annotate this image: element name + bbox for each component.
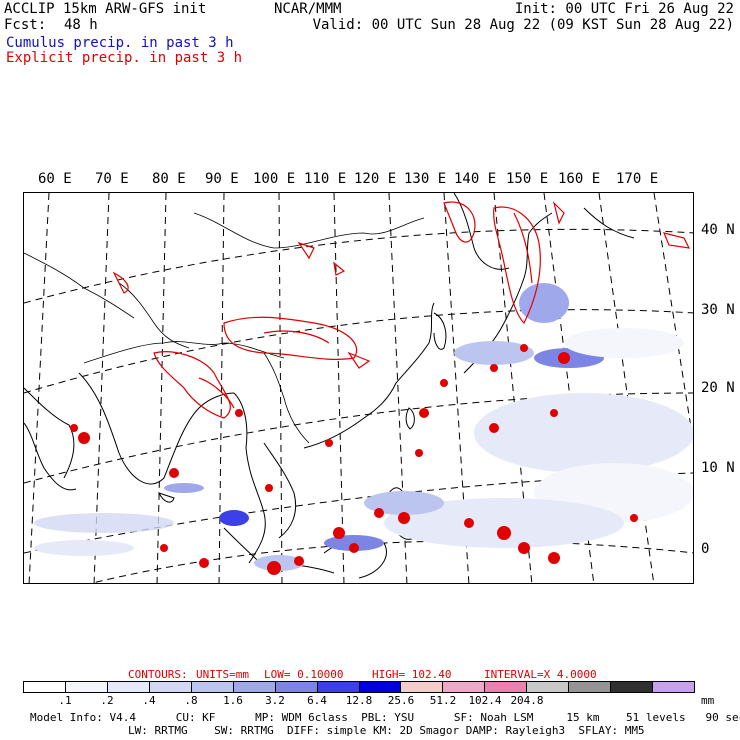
map-canvas [24, 193, 693, 583]
init-time: Init: 00 UTC Fri 26 Aug 22 [514, 1, 734, 17]
longitude-label: 120 E [354, 171, 397, 187]
colorbar-swatch [191, 682, 234, 692]
forecast-hour-value: 48 h [64, 17, 98, 33]
colorbar-unit: mm [701, 694, 715, 707]
colorbar-swatch [611, 682, 654, 692]
longitude-label: 60 E [38, 171, 72, 187]
longitude-label: 100 E [253, 171, 296, 187]
longitude-label: 150 E [506, 171, 549, 187]
legend-explicit-precip: Explicit precip. in past 3 h [6, 50, 243, 66]
contours-units: UNITS=mm [196, 668, 249, 681]
colorbar-swatch [653, 682, 694, 692]
explicit-precip-cells [70, 344, 638, 575]
colorbar-tick-label: 102.4 [468, 694, 502, 707]
contours-low: LOW= 0.10000 [264, 668, 344, 681]
latitude-label: 10 N [701, 460, 735, 476]
model-info-line1: Model Info: V4.4 CU: KF MP: WDM 6class P… [30, 711, 740, 724]
colorbar-swatch [65, 682, 108, 692]
colorbar-tick-label: 3.2 [265, 694, 285, 707]
colorbar-swatch [275, 682, 318, 692]
colorbar-swatch [359, 682, 402, 692]
colorbar-tick-label: .2 [100, 694, 114, 707]
longitude-label: 160 E [558, 171, 601, 187]
longitude-label: 90 E [205, 171, 239, 187]
longitude-label: 110 E [304, 171, 347, 187]
longitude-label: 70 E [95, 171, 129, 187]
precipitation-map [23, 192, 694, 584]
colorbar-tick-label: .4 [142, 694, 156, 707]
colorbar-tick-label: 6.4 [307, 694, 327, 707]
colorbar-swatch [149, 682, 192, 692]
legend-cumulus-precip: Cumulus precip. in past 3 h [6, 35, 234, 51]
colorbar-tick-label: 51.2 [429, 694, 457, 707]
colorbar-swatch [317, 682, 360, 692]
colorbar-tick-label: 25.6 [387, 694, 415, 707]
colorbar-tick-label: .1 [58, 694, 72, 707]
model-info-line2: LW: RRTMG SW: RRTMG DIFF: simple KM: 2D … [128, 724, 645, 737]
colorbar-tick-label: 1.6 [223, 694, 243, 707]
cumulus-precip-areas [34, 283, 693, 571]
longitude-label: 140 E [454, 171, 497, 187]
colorbar-swatch [401, 682, 444, 692]
contours-interval: INTERVAL=X 4.0000 [484, 668, 597, 681]
latitude-label: 30 N [701, 302, 735, 318]
organization-label: NCAR/MMM [274, 1, 342, 17]
longitude-label: 170 E [616, 171, 659, 187]
run-title: ACCLIP 15km ARW-GFS init [4, 1, 207, 17]
colorbar-swatch [527, 682, 570, 692]
colorbar-swatch [485, 682, 528, 692]
colorbar-tick-label: 204.8 [510, 694, 544, 707]
longitude-label: 130 E [404, 171, 447, 187]
colorbar-swatch [443, 682, 486, 692]
colorbar-tick-label: .8 [184, 694, 198, 707]
valid-time: Valid: 00 UTC Sun 28 Aug 22 (09 KST Sun … [312, 17, 734, 33]
colorbar-swatch [24, 682, 66, 692]
longitude-label: 80 E [152, 171, 186, 187]
contours-high: HIGH= 102.40 [372, 668, 452, 681]
latitude-label: 0 [701, 541, 710, 557]
forecast-hour-label: Fcst: [4, 17, 47, 33]
precip-colorbar [23, 681, 695, 693]
contours-label: CONTOURS: [128, 668, 188, 681]
latitude-label: 20 N [701, 380, 735, 396]
explicit-precip-contours [112, 201, 691, 419]
latitude-label: 40 N [701, 222, 735, 238]
colorbar-swatch [569, 682, 612, 692]
colorbar-swatch [233, 682, 276, 692]
colorbar-swatch [107, 682, 150, 692]
colorbar-tick-label: 12.8 [345, 694, 373, 707]
